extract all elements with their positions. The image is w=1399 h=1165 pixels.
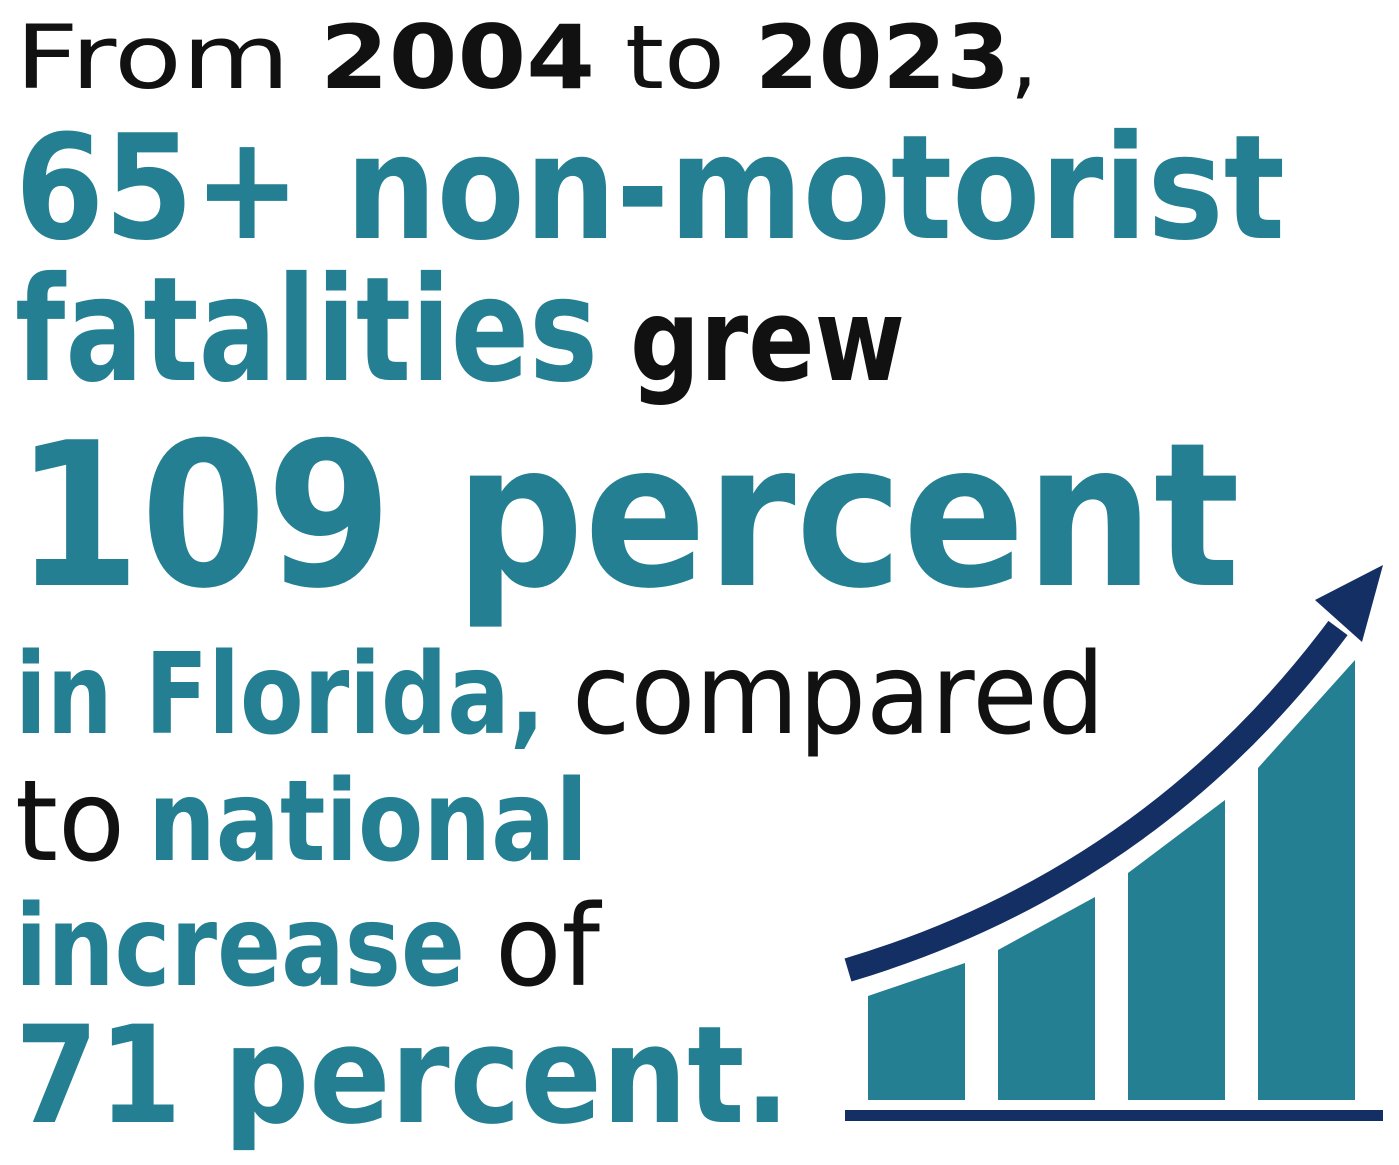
icon-arrowhead [1315,565,1383,642]
icon-bar [998,897,1095,1100]
highlight: 71 percent. [15,997,790,1154]
icon-bar [868,963,965,1100]
highlight: national [148,757,588,887]
year: 2023 [755,6,1010,109]
highlight: increase [15,882,465,1012]
text: , [1010,6,1038,109]
icon-baseline [845,1110,1383,1121]
headline: From 2004 to 2023 , 65+ non-motorist fat… [15,6,1285,1154]
highlight: 65+ non-motorist [15,104,1285,273]
text: of [495,882,603,1012]
text: grew [630,274,905,408]
highlight: in Florida, [15,630,545,760]
text: to [625,6,725,109]
icon-arrow [844,620,1348,982]
text: From [15,6,290,109]
highlight: fatalities [15,246,598,415]
highlight: 109 percent [15,400,1240,633]
growth-icon [844,565,1383,1121]
text: to [15,757,125,887]
text: compared [572,630,1105,760]
icon-bar [1258,660,1355,1100]
year: 2004 [320,6,595,109]
icon-bar [1128,800,1225,1100]
